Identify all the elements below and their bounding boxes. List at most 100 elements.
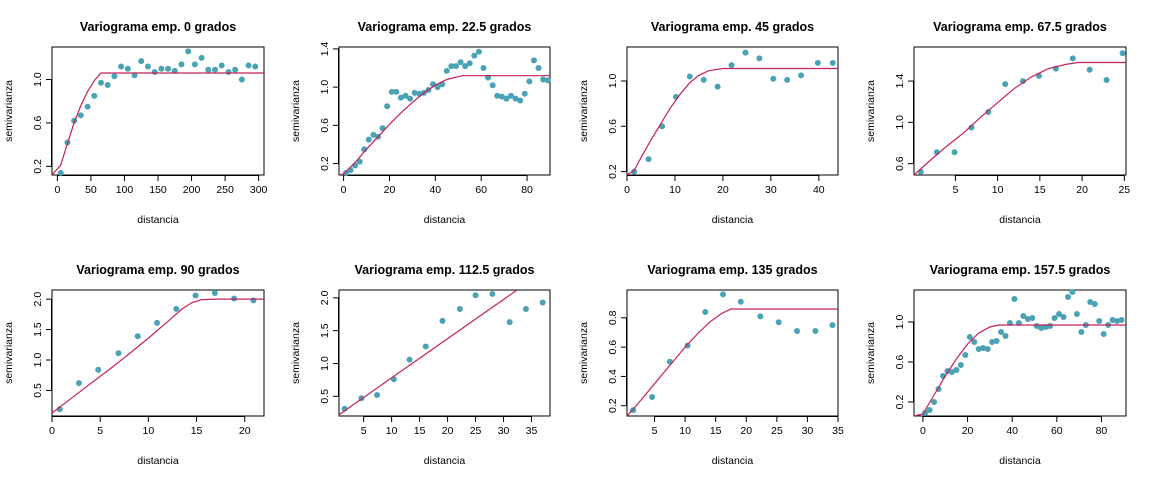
data-point <box>757 313 764 320</box>
data-point <box>158 65 165 72</box>
x-tick-label: 20 <box>740 425 752 437</box>
data-point <box>931 399 938 405</box>
data-point <box>422 343 429 350</box>
data-point <box>466 60 473 67</box>
model-line <box>627 308 838 416</box>
data-point <box>1114 318 1121 324</box>
y-axis-label: semivarianza <box>3 80 15 142</box>
data-point <box>1038 325 1045 331</box>
data-point <box>526 78 533 85</box>
y-tick-label: 1.4 <box>894 74 906 89</box>
data-point <box>178 61 185 68</box>
data-point <box>784 76 791 83</box>
model-line <box>914 61 1126 175</box>
data-point <box>512 95 519 102</box>
x-tick-label: 25 <box>470 425 482 437</box>
data-point <box>968 124 975 131</box>
x-tick-label: 15 <box>191 425 203 437</box>
panel-1: Variograma emp. 0 grados 0 50 100 150 200 250 3… <box>3 20 268 226</box>
data-point <box>198 54 205 61</box>
y-tick-label: 0.2 <box>32 159 44 174</box>
data-point <box>521 90 528 97</box>
data-point <box>980 345 987 351</box>
data-point <box>475 48 482 55</box>
data-point <box>448 63 455 70</box>
x-tick-label: 0 <box>341 184 347 196</box>
y-tick-label: 1.0 <box>894 115 906 130</box>
data-point <box>1051 315 1058 321</box>
data-point <box>1056 311 1063 317</box>
data-point <box>1020 313 1027 319</box>
data-point <box>115 350 122 357</box>
data-point <box>522 306 529 313</box>
plot-frame <box>51 289 265 417</box>
data-point <box>700 76 707 83</box>
x-tick-label: 10 <box>679 425 691 437</box>
x-tick-label: 0 <box>49 425 55 437</box>
data-point <box>342 170 349 177</box>
y-tick-label: 1.0 <box>319 80 331 95</box>
data-point <box>356 158 363 165</box>
data-point <box>472 292 479 299</box>
model-line <box>52 72 264 175</box>
panel-title: Variograma emp. 157.5 grados <box>930 263 1111 277</box>
data-point <box>232 66 239 73</box>
data-point <box>829 59 836 66</box>
data-point <box>1064 294 1071 300</box>
data-point <box>1069 55 1076 62</box>
x-tick-label: 40 <box>1006 425 1018 437</box>
x-axis-label: distancia <box>137 214 179 226</box>
data-point <box>645 156 652 163</box>
y-tick-label: 0.5 <box>32 383 44 398</box>
x-tick-label: 30 <box>765 184 777 196</box>
data-point <box>737 298 744 305</box>
data-point <box>794 328 801 335</box>
data-point <box>1019 78 1026 85</box>
data-point <box>1060 314 1067 320</box>
data-point <box>407 95 414 102</box>
data-point <box>165 65 172 72</box>
y-tick-label: 1.5 <box>32 322 44 337</box>
panel-8: Variograma emp. 157.5 grados 0 20 40 60 80 0.2… <box>865 263 1127 467</box>
y-tick-label: 1.5 <box>319 323 331 338</box>
data-point <box>393 88 400 95</box>
y-axis-label: semivarianza <box>290 80 302 142</box>
x-tick-label: 150 <box>149 184 167 196</box>
y-tick-label: 0.8 <box>607 310 619 325</box>
model-line <box>52 298 264 414</box>
x-tick-label: 15 <box>710 425 722 437</box>
data-point <box>684 342 691 349</box>
data-point <box>171 67 178 74</box>
data-point <box>714 83 721 90</box>
x-tick-label: 10 <box>669 184 681 196</box>
data-point <box>951 149 958 156</box>
data-point <box>374 392 381 398</box>
data-point <box>539 299 546 306</box>
data-point <box>984 346 991 352</box>
data-point <box>111 73 118 80</box>
data-point <box>1011 296 1018 302</box>
data-point <box>631 168 638 175</box>
y-axis-label: semivarianza <box>578 80 590 142</box>
y-tick-label: 0.4 <box>607 369 619 384</box>
data-point <box>84 103 91 110</box>
data-point <box>720 291 727 298</box>
data-point <box>471 52 478 59</box>
x-tick-label: 30 <box>498 425 510 437</box>
data-point <box>775 319 782 326</box>
y-tick-label: 0.6 <box>32 115 44 130</box>
y-tick-label: 2.0 <box>32 292 44 307</box>
data-point <box>91 92 98 99</box>
model-line <box>339 75 550 175</box>
panel-title: Variograma emp. 135 grados <box>647 263 817 277</box>
data-point <box>1096 318 1103 324</box>
x-axis-label: distancia <box>999 214 1041 226</box>
x-tick-label: 35 <box>832 425 844 437</box>
data-point <box>814 59 821 66</box>
y-axis-label: semivarianza <box>865 80 877 142</box>
x-tick-label: 5 <box>361 425 367 437</box>
y-tick-label: 0.2 <box>607 164 619 179</box>
panel-5: Variograma emp. 90 grados 0 5 10 15 20 0.5 1.0 1… <box>3 263 265 467</box>
x-tick-label: 5 <box>652 425 658 437</box>
data-point <box>452 63 459 70</box>
